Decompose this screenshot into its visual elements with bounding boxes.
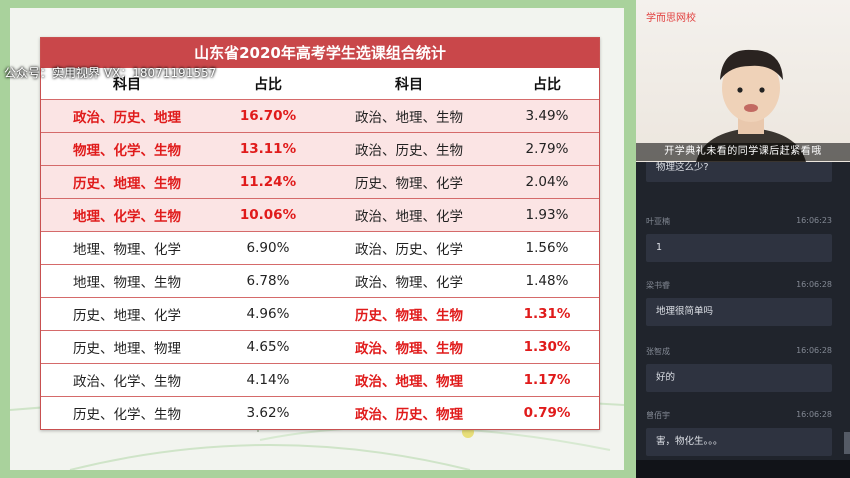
header-subjects: 科目 (113, 76, 141, 93)
combination-cell: 政治、历史、物理 (355, 407, 463, 423)
combination-cell: 地理、物理、生物 (73, 275, 181, 291)
chat-timestamp: 16:06:28 (796, 346, 832, 355)
combination-cell: 历史、地理、生物 (73, 176, 181, 192)
table-row: 政治、历史、地理 16.70% 政治、地理、生物 3.49% (41, 99, 599, 132)
table-row: 历史、地理、化学 4.96% 历史、物理、生物 1.31% (41, 297, 599, 330)
percentage-cell: 1.56% (525, 240, 569, 256)
chat-list[interactable]: 物理这么少? 叶亚楠 16:06:23 1 梁书睿 16:06:28 地理很简单… (636, 162, 850, 460)
chat-message-text: 害，物化生。。。 (646, 428, 832, 456)
percentage-cell: 4.65% (246, 339, 290, 355)
table-header-row: 科目 占比 科目 占比 (41, 68, 599, 99)
chat-message: 梁书睿 16:06:28 地理很简单吗 (646, 280, 832, 326)
chat-username: 叶亚楠 (646, 217, 670, 226)
bottom-bar (636, 460, 850, 478)
percentage-cell: 6.78% (246, 273, 290, 289)
percentage-cell: 3.62% (246, 405, 290, 421)
chat-message: 物理这么少? (646, 162, 832, 182)
chat-message: 曾佰宇 16:06:28 害，物化生。。。 (646, 410, 832, 456)
chat-username: 梁书睿 (646, 281, 670, 290)
percentage-cell: 0.79% (523, 405, 571, 421)
combination-cell: 政治、化学、生物 (73, 374, 181, 390)
chat-username: 张智成 (646, 347, 670, 356)
table-body: 政治、历史、地理 16.70% 政治、地理、生物 3.49% 物理、化学、生物 13.11… (41, 99, 599, 429)
combination-cell: 政治、历史、生物 (355, 143, 463, 159)
side-panel: 学而思网校 开学典礼未看的同学课后赶紧看哦 物理这么少? 叶亚楠 16:06:2… (636, 0, 850, 478)
chat-username: 曾佰宇 (646, 411, 670, 420)
combination-cell: 地理、物理、化学 (73, 242, 181, 258)
combination-cell: 政治、历史、化学 (355, 242, 463, 258)
chat-message-text: 物理这么少? (646, 162, 832, 182)
watermark-text: 公众号：实用视界 VX：18071191557 (4, 66, 217, 80)
brand-logo: 学而思网校 (646, 13, 696, 24)
header-percentage: 占比 (533, 76, 561, 93)
percentage-cell: 4.96% (246, 306, 290, 322)
percentage-cell: 2.04% (525, 174, 569, 190)
combination-cell: 地理、化学、生物 (73, 209, 181, 225)
combination-cell: 历史、地理、化学 (73, 308, 181, 324)
teacher-video[interactable]: 学而思网校 开学典礼未看的同学课后赶紧看哦 (636, 0, 850, 162)
chat-timestamp: 16:06:28 (796, 280, 832, 289)
combination-cell: 历史、物理、化学 (355, 176, 463, 192)
chat-scrollbar[interactable] (844, 432, 850, 454)
table-row: 历史、化学、生物 3.62% 政治、历史、物理 0.79% (41, 396, 599, 429)
percentage-cell: 1.48% (525, 273, 569, 289)
percentage-cell: 6.90% (246, 240, 290, 256)
table-row: 历史、地理、生物 11.24% 历史、物理、化学 2.04% (41, 165, 599, 198)
slide-area: 公众号：实用视界 VX：18071191557 山东省2020年高考学生选课组合… (0, 0, 636, 478)
table-row: 地理、物理、化学 6.90% 政治、历史、化学 1.56% (41, 231, 599, 264)
table-row: 地理、化学、生物 10.06% 政治、地理、化学 1.93% (41, 198, 599, 231)
percentage-cell: 4.14% (246, 372, 290, 388)
combination-cell: 政治、地理、物理 (355, 374, 463, 390)
chat-timestamp: 16:06:28 (796, 410, 832, 419)
percentage-cell: 1.31% (523, 306, 571, 322)
stats-table: 山东省2020年高考学生选课组合统计 科目 占比 科目 占比 政治、历史、地理 1… (40, 37, 600, 430)
combination-cell: 历史、物理、生物 (355, 308, 463, 324)
chat-message-text: 1 (646, 234, 832, 262)
percentage-cell: 1.93% (525, 207, 569, 223)
video-caption: 开学典礼未看的同学课后赶紧看哦 (636, 143, 850, 161)
chat-message: 张智成 16:06:28 好的 (646, 346, 832, 392)
table-title: 山东省2020年高考学生选课组合统计 (41, 38, 599, 68)
table-row: 地理、物理、生物 6.78% 政治、物理、化学 1.48% (41, 264, 599, 297)
percentage-cell: 3.49% (525, 108, 569, 124)
header-subjects: 科目 (395, 76, 423, 93)
table-row: 政治、化学、生物 4.14% 政治、地理、物理 1.17% (41, 363, 599, 396)
percentage-cell: 13.11% (239, 141, 297, 157)
percentage-cell: 10.06% (239, 207, 297, 223)
combination-cell: 政治、历史、地理 (73, 110, 181, 126)
chat-message: 叶亚楠 16:06:23 1 (646, 216, 832, 262)
combination-cell: 历史、化学、生物 (73, 407, 181, 423)
chat-timestamp: 16:06:23 (796, 216, 832, 225)
header-percentage: 占比 (254, 76, 282, 93)
percentage-cell: 1.30% (523, 339, 571, 355)
combination-cell: 政治、物理、化学 (355, 275, 463, 291)
combination-cell: 历史、地理、物理 (73, 341, 181, 357)
percentage-cell: 11.24% (239, 174, 297, 190)
percentage-cell: 2.79% (525, 141, 569, 157)
table-row: 历史、地理、物理 4.65% 政治、物理、生物 1.30% (41, 330, 599, 363)
chat-message-text: 地理很简单吗 (646, 298, 832, 326)
percentage-cell: 1.17% (523, 372, 571, 388)
percentage-cell: 16.70% (239, 108, 297, 124)
combination-cell: 物理、化学、生物 (73, 143, 181, 159)
combination-cell: 政治、地理、化学 (355, 209, 463, 225)
combination-cell: 政治、物理、生物 (355, 341, 463, 357)
chat-message-text: 好的 (646, 364, 832, 392)
combination-cell: 政治、地理、生物 (355, 110, 463, 126)
table-row: 物理、化学、生物 13.11% 政治、历史、生物 2.79% (41, 132, 599, 165)
